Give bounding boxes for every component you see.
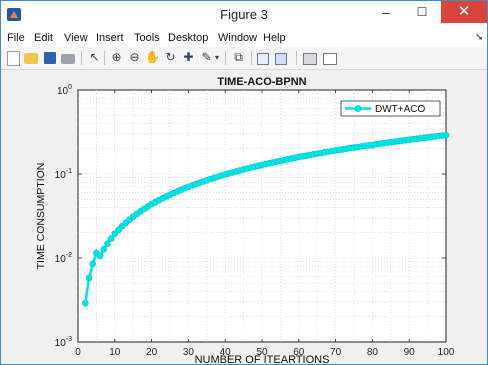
- matlab-icon: [7, 8, 21, 21]
- data-point: [85, 274, 93, 282]
- toolbar-separator: [296, 51, 297, 65]
- arrow-pointer-icon[interactable]: ↖: [89, 50, 100, 64]
- dropdown-arrow-icon[interactable]: ▾: [214, 53, 219, 62]
- menu-edit[interactable]: Edit: [34, 32, 53, 44]
- y-axis-label: TIME CONSUMPTION: [35, 163, 47, 270]
- minimize-button[interactable]: –: [382, 4, 390, 20]
- x-tick-label: 30: [183, 347, 195, 358]
- legend-label: DWT+ACO: [375, 104, 426, 115]
- toolbar: ↖ ⊕ ⊖ ✋ ↻ ✚ ✎ ▾ ⧉: [1, 47, 487, 70]
- legend: DWT+ACO: [340, 100, 441, 117]
- new-figure-icon[interactable]: [7, 51, 20, 66]
- x-tick-label: 10: [109, 347, 121, 358]
- x-tick-label: 70: [330, 347, 342, 358]
- x-tick-label: 80: [367, 347, 379, 358]
- colorbar-icon[interactable]: [257, 53, 269, 65]
- toolbar-separator: [251, 51, 252, 65]
- menu-window[interactable]: Window: [218, 32, 258, 44]
- menu-overflow-icon[interactable]: ➘: [475, 32, 484, 43]
- data-point: [442, 131, 450, 139]
- x-tick-label: 40: [220, 347, 232, 358]
- legend-marker: [354, 105, 362, 112]
- window-title: Figure 3: [220, 7, 268, 22]
- legend-icon[interactable]: [275, 53, 287, 65]
- print-icon[interactable]: [61, 54, 75, 64]
- brush-icon[interactable]: ✎: [201, 50, 212, 64]
- x-tick-label: 60: [293, 347, 305, 358]
- data-cursor-icon[interactable]: ✚: [183, 50, 194, 64]
- x-tick-label: 90: [404, 347, 416, 358]
- data-point: [96, 252, 104, 260]
- x-tick-label: 0: [75, 347, 81, 358]
- figure-canvas: 0 10 20 30 40 50 60 70 80 90 100 100 10-1 10-2 10-3 T…: [1, 70, 487, 365]
- legend-box: [340, 100, 441, 117]
- x-tick-label: 20: [146, 347, 158, 358]
- menu-file[interactable]: File: [7, 32, 25, 44]
- series-group: [82, 131, 450, 307]
- open-icon[interactable]: [24, 53, 38, 64]
- grid: [78, 90, 446, 342]
- data-point: [107, 235, 115, 242]
- toolbar-separator: [81, 51, 82, 65]
- y-tick-label: 10-2: [55, 252, 72, 265]
- data-point: [104, 240, 111, 247]
- chart-svg: 0 10 20 30 40 50 60 70 80 90 100 100 10-1 10-2 10-3 T…: [1, 70, 487, 365]
- y-ticks: 100 10-1 10-2 10-3: [55, 84, 446, 349]
- menu-tools[interactable]: Tools: [134, 32, 160, 44]
- pan-hand-icon[interactable]: ✋: [145, 50, 160, 64]
- close-button[interactable]: ✕: [441, 1, 487, 23]
- save-icon[interactable]: [44, 52, 56, 64]
- show-plot-tools-icon[interactable]: [323, 53, 337, 65]
- title-bar: Figure 3 – ☐ ✕: [1, 1, 487, 29]
- menu-insert[interactable]: Insert: [96, 32, 124, 44]
- zoom-in-icon[interactable]: ⊕: [111, 50, 122, 64]
- x-tick-label: 100: [438, 347, 455, 358]
- zoom-out-icon[interactable]: ⊖: [129, 50, 140, 64]
- y-tick-label: 10-1: [55, 168, 72, 181]
- y-tick-label: 10-3: [55, 336, 72, 349]
- menu-bar: File Edit View Insert Tools Desktop Wind…: [1, 29, 487, 47]
- chart-title: TIME-ACO-BPNN: [217, 76, 306, 88]
- menu-desktop[interactable]: Desktop: [168, 32, 209, 44]
- link-plot-icon[interactable]: ⧉: [234, 50, 243, 64]
- x-axis-label: NUMBER OF ITEARTIONS: [195, 354, 330, 365]
- data-point: [89, 260, 97, 268]
- x-ticks: 0 10 20 30 40 50 60 70 80 90 100: [75, 90, 455, 358]
- y-tick-label: 100: [57, 84, 72, 97]
- menu-help[interactable]: Help: [263, 32, 286, 44]
- toolbar-separator: [104, 51, 105, 65]
- x-tick-label: 50: [256, 347, 268, 358]
- menu-view[interactable]: View: [64, 32, 88, 44]
- maximize-button[interactable]: ☐: [416, 5, 428, 19]
- rotate-3d-icon[interactable]: ↻: [165, 50, 176, 64]
- data-point: [82, 299, 89, 307]
- toolbar-separator: [225, 51, 226, 65]
- data-point: [100, 246, 108, 253]
- hide-plot-tools-icon[interactable]: [303, 53, 317, 65]
